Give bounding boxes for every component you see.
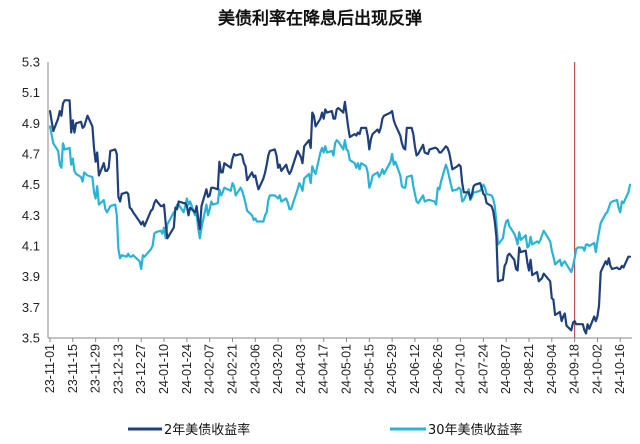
x-tick-label: 23-11-29: [89, 344, 103, 393]
x-tick-label: 24-02-07: [203, 344, 217, 394]
legend: 2年美债收益率 30年美债收益率: [128, 422, 523, 438]
x-tick-label: 24-08-07: [499, 344, 513, 394]
x-tick-label: 24-01-24: [180, 344, 194, 394]
x-tick-label: 24-05-29: [385, 344, 399, 394]
x-tick-label: 24-07-24: [476, 344, 490, 394]
legend-label-2y: 2年美债收益率: [164, 422, 250, 438]
x-tick-label: 24-10-02: [590, 344, 604, 394]
x-tick-label: 23-12-13: [111, 344, 125, 394]
x-tick-label: 24-09-18: [568, 344, 582, 394]
x-tick-label: 24-09-04: [545, 344, 559, 394]
y-tick-label: 4.1: [22, 239, 40, 254]
x-tick-label: 24-04-17: [317, 344, 331, 394]
y-tick-label: 3.7: [22, 300, 40, 315]
y-tick-label: 4.9: [22, 116, 40, 131]
x-tick-label: 23-11-01: [43, 344, 57, 393]
x-tick-label: 23-12-27: [134, 344, 148, 394]
x-tick-label: 24-05-01: [340, 344, 354, 394]
legend-label-30y: 30年美债收益率: [428, 422, 523, 438]
y-tick-label: 3.9: [22, 269, 40, 284]
x-tick-label: 23-11-15: [66, 344, 80, 393]
series-line-2y: [48, 99, 632, 335]
y-tick-label: 4.7: [22, 147, 40, 162]
x-tick-label: 24-06-12: [408, 344, 422, 394]
x-tick-label: 24-10-16: [613, 344, 627, 394]
x-tick-label: 24-04-03: [294, 344, 308, 394]
y-tick-label: 4.5: [22, 177, 40, 192]
x-tick-label: 24-05-15: [362, 344, 376, 394]
y-tick-label: 4.3: [22, 208, 40, 223]
plot-area: 5.3 5.1 4.9 4.7 4.5 4.3 4.1 3.9 3.7 3.523-11-01 23…: [22, 55, 632, 394]
y-tick-label: 5.1: [22, 85, 40, 100]
x-tick-label: 24-08-21: [522, 344, 536, 394]
x-tick-label: 24-01-10: [157, 344, 171, 394]
x-tick-label: 24-03-06: [248, 344, 262, 394]
x-tick-label: 24-02-21: [225, 344, 239, 394]
chart-title: 美债利率在降息后出现反弹: [218, 8, 422, 29]
series-line-30y: [48, 125, 632, 274]
x-tick-label: 24-03-20: [271, 344, 285, 394]
x-tick-label: 24-06-26: [431, 344, 445, 394]
x-tick-label: 24-07-10: [454, 344, 468, 394]
y-tick-label: 3.5: [22, 331, 40, 346]
y-tick-label: 5.3: [22, 55, 40, 70]
